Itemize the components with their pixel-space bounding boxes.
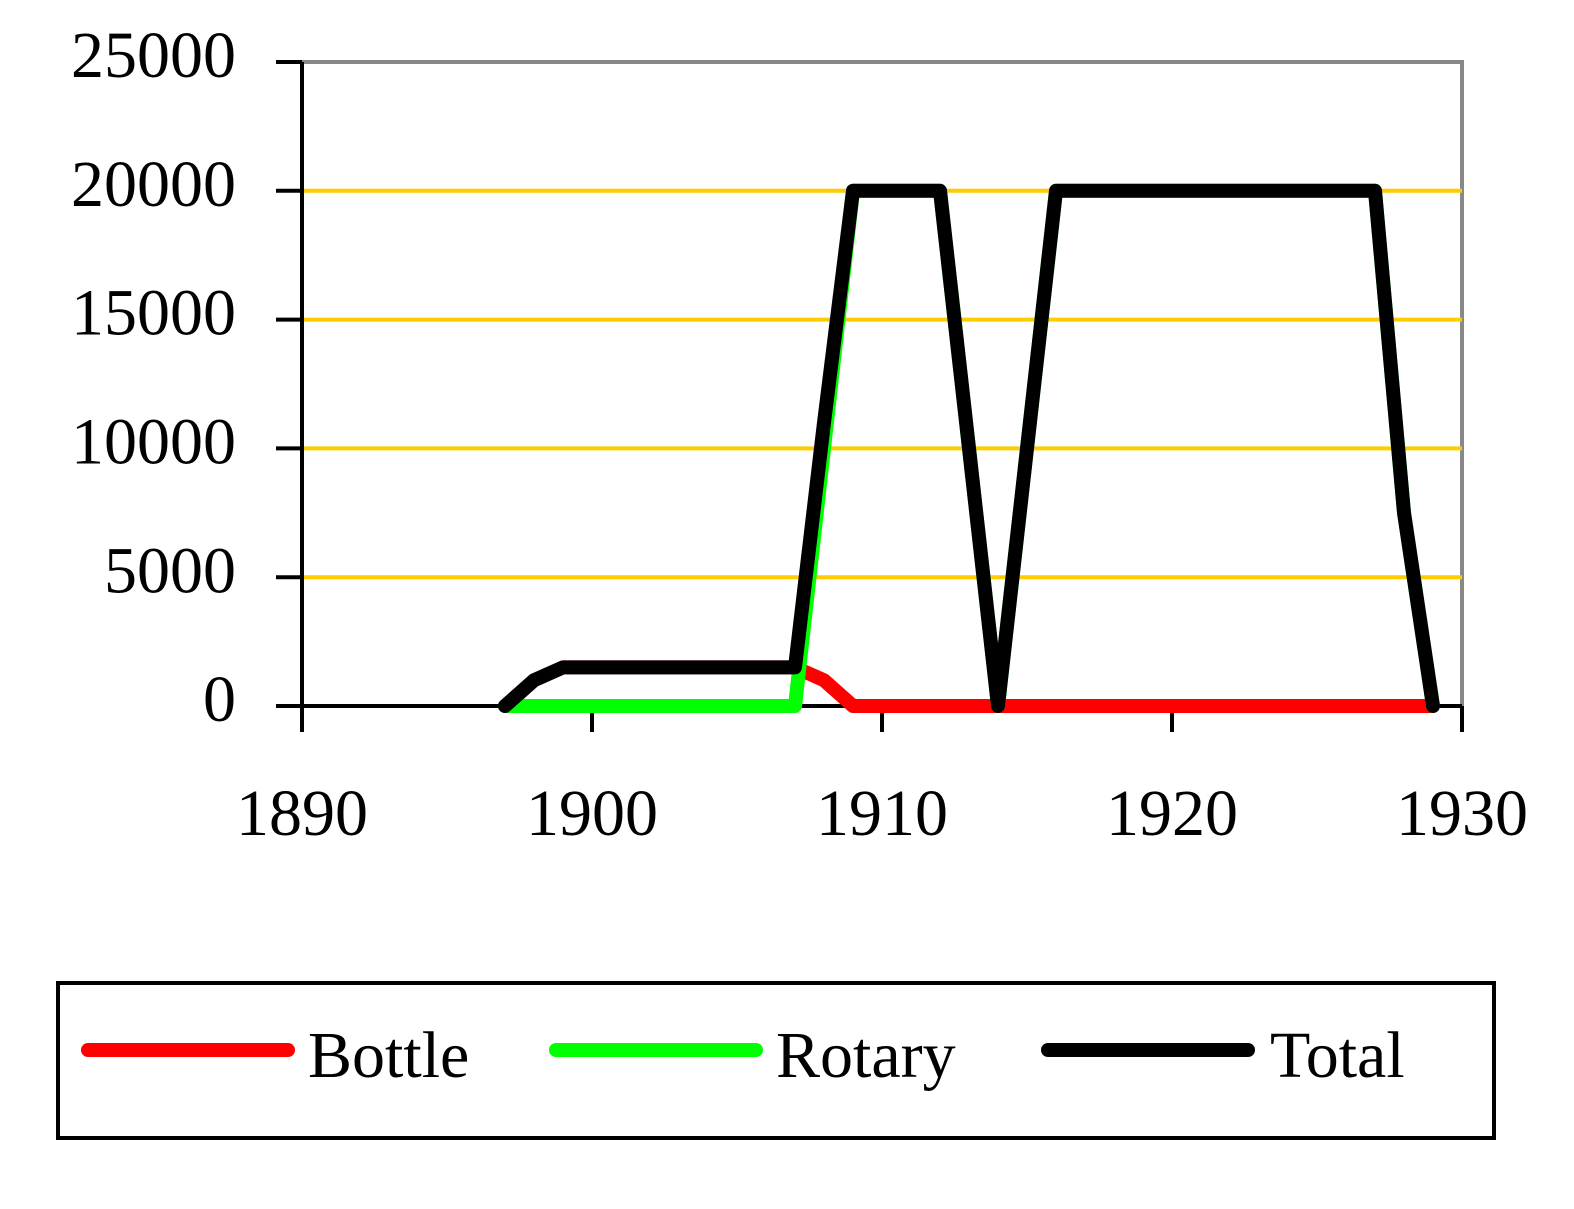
y-tick-label: 25000 bbox=[71, 19, 236, 92]
y-tick-label: 5000 bbox=[104, 534, 236, 607]
y-tick-label: 10000 bbox=[71, 406, 236, 479]
x-tick-label: 1920 bbox=[1106, 777, 1238, 850]
y-tick-label: 15000 bbox=[71, 277, 236, 350]
x-tick-label: 1910 bbox=[816, 777, 948, 850]
x-tick-label: 1930 bbox=[1396, 777, 1528, 850]
y-tick-label: 20000 bbox=[71, 148, 236, 221]
legend-label: Bottle bbox=[308, 1019, 469, 1092]
x-tick-label: 1900 bbox=[526, 777, 658, 850]
y-tick-label: 0 bbox=[203, 663, 236, 736]
plot-frame bbox=[302, 60, 1464, 706]
legend-label: Total bbox=[1270, 1019, 1405, 1092]
legend-label: Rotary bbox=[776, 1019, 956, 1092]
legend-box bbox=[56, 981, 1496, 1140]
series-line bbox=[498, 183, 1440, 713]
x-tick-label: 1890 bbox=[236, 777, 368, 850]
